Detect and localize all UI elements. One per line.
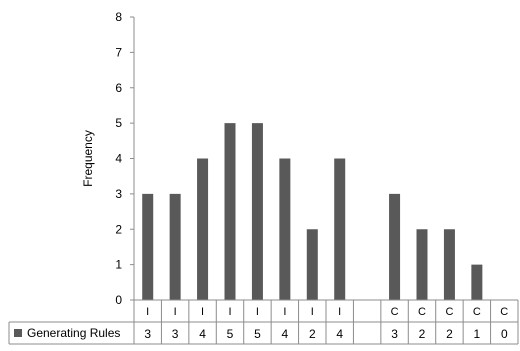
category-label: C — [500, 306, 508, 318]
y-tick-label: 8 — [115, 10, 122, 24]
category-label: I — [146, 306, 149, 318]
bar — [389, 193, 401, 300]
bar — [306, 229, 318, 300]
y-tick-label: 7 — [115, 45, 122, 59]
y-tick-label: 2 — [115, 222, 122, 236]
bar — [471, 264, 483, 300]
category-label: I — [338, 306, 341, 318]
category-label: I — [311, 306, 314, 318]
y-tick-label: 1 — [115, 258, 122, 272]
data-table: I 3 I 3 I 4 I 5 I 5 I 4 I 2 I 4 C 3 C 2 C 2 C 1 C 0 Generating Rul… — [8, 299, 519, 345]
value-label: 2 — [446, 327, 453, 341]
bar — [142, 193, 154, 300]
value-label: 1 — [474, 327, 481, 341]
category-label: C — [473, 306, 481, 318]
y-tick-label: 0 — [115, 293, 122, 307]
y-tick-label: 4 — [115, 152, 122, 166]
category-label: I — [228, 306, 231, 318]
category-label: I — [174, 306, 177, 318]
value-label: 3 — [172, 327, 179, 341]
value-label: 4 — [282, 327, 289, 341]
value-label: 4 — [336, 327, 343, 341]
value-label: 5 — [227, 327, 234, 341]
legend-swatch — [14, 329, 22, 337]
category-label: C — [391, 306, 399, 318]
category-label: C — [445, 306, 453, 318]
bar — [416, 229, 428, 300]
bar — [169, 193, 181, 300]
bar — [334, 158, 346, 300]
y-tick-label: 5 — [115, 116, 122, 130]
category-label: C — [418, 306, 426, 318]
y-axis-label: Frequency — [81, 130, 95, 187]
value-label: 0 — [501, 327, 508, 341]
value-label: 5 — [254, 327, 261, 341]
bar — [251, 123, 263, 300]
y-tick-label: 6 — [115, 81, 122, 95]
y-axis: 0 1 2 3 4 5 6 7 8 — [115, 10, 135, 344]
category-label: I — [201, 306, 204, 318]
bar — [197, 158, 209, 300]
bar — [279, 158, 291, 300]
legend-label: Generating Rules — [27, 326, 120, 340]
bars — [142, 123, 483, 300]
bar — [443, 229, 455, 300]
value-label: 2 — [419, 327, 426, 341]
y-tick-label: 3 — [115, 187, 122, 201]
category-label: I — [283, 306, 286, 318]
value-label: 2 — [309, 327, 316, 341]
bar — [224, 123, 236, 300]
value-label: 3 — [144, 327, 151, 341]
value-label: 3 — [391, 327, 398, 341]
category-label: I — [256, 306, 259, 318]
value-label: 4 — [199, 327, 206, 341]
